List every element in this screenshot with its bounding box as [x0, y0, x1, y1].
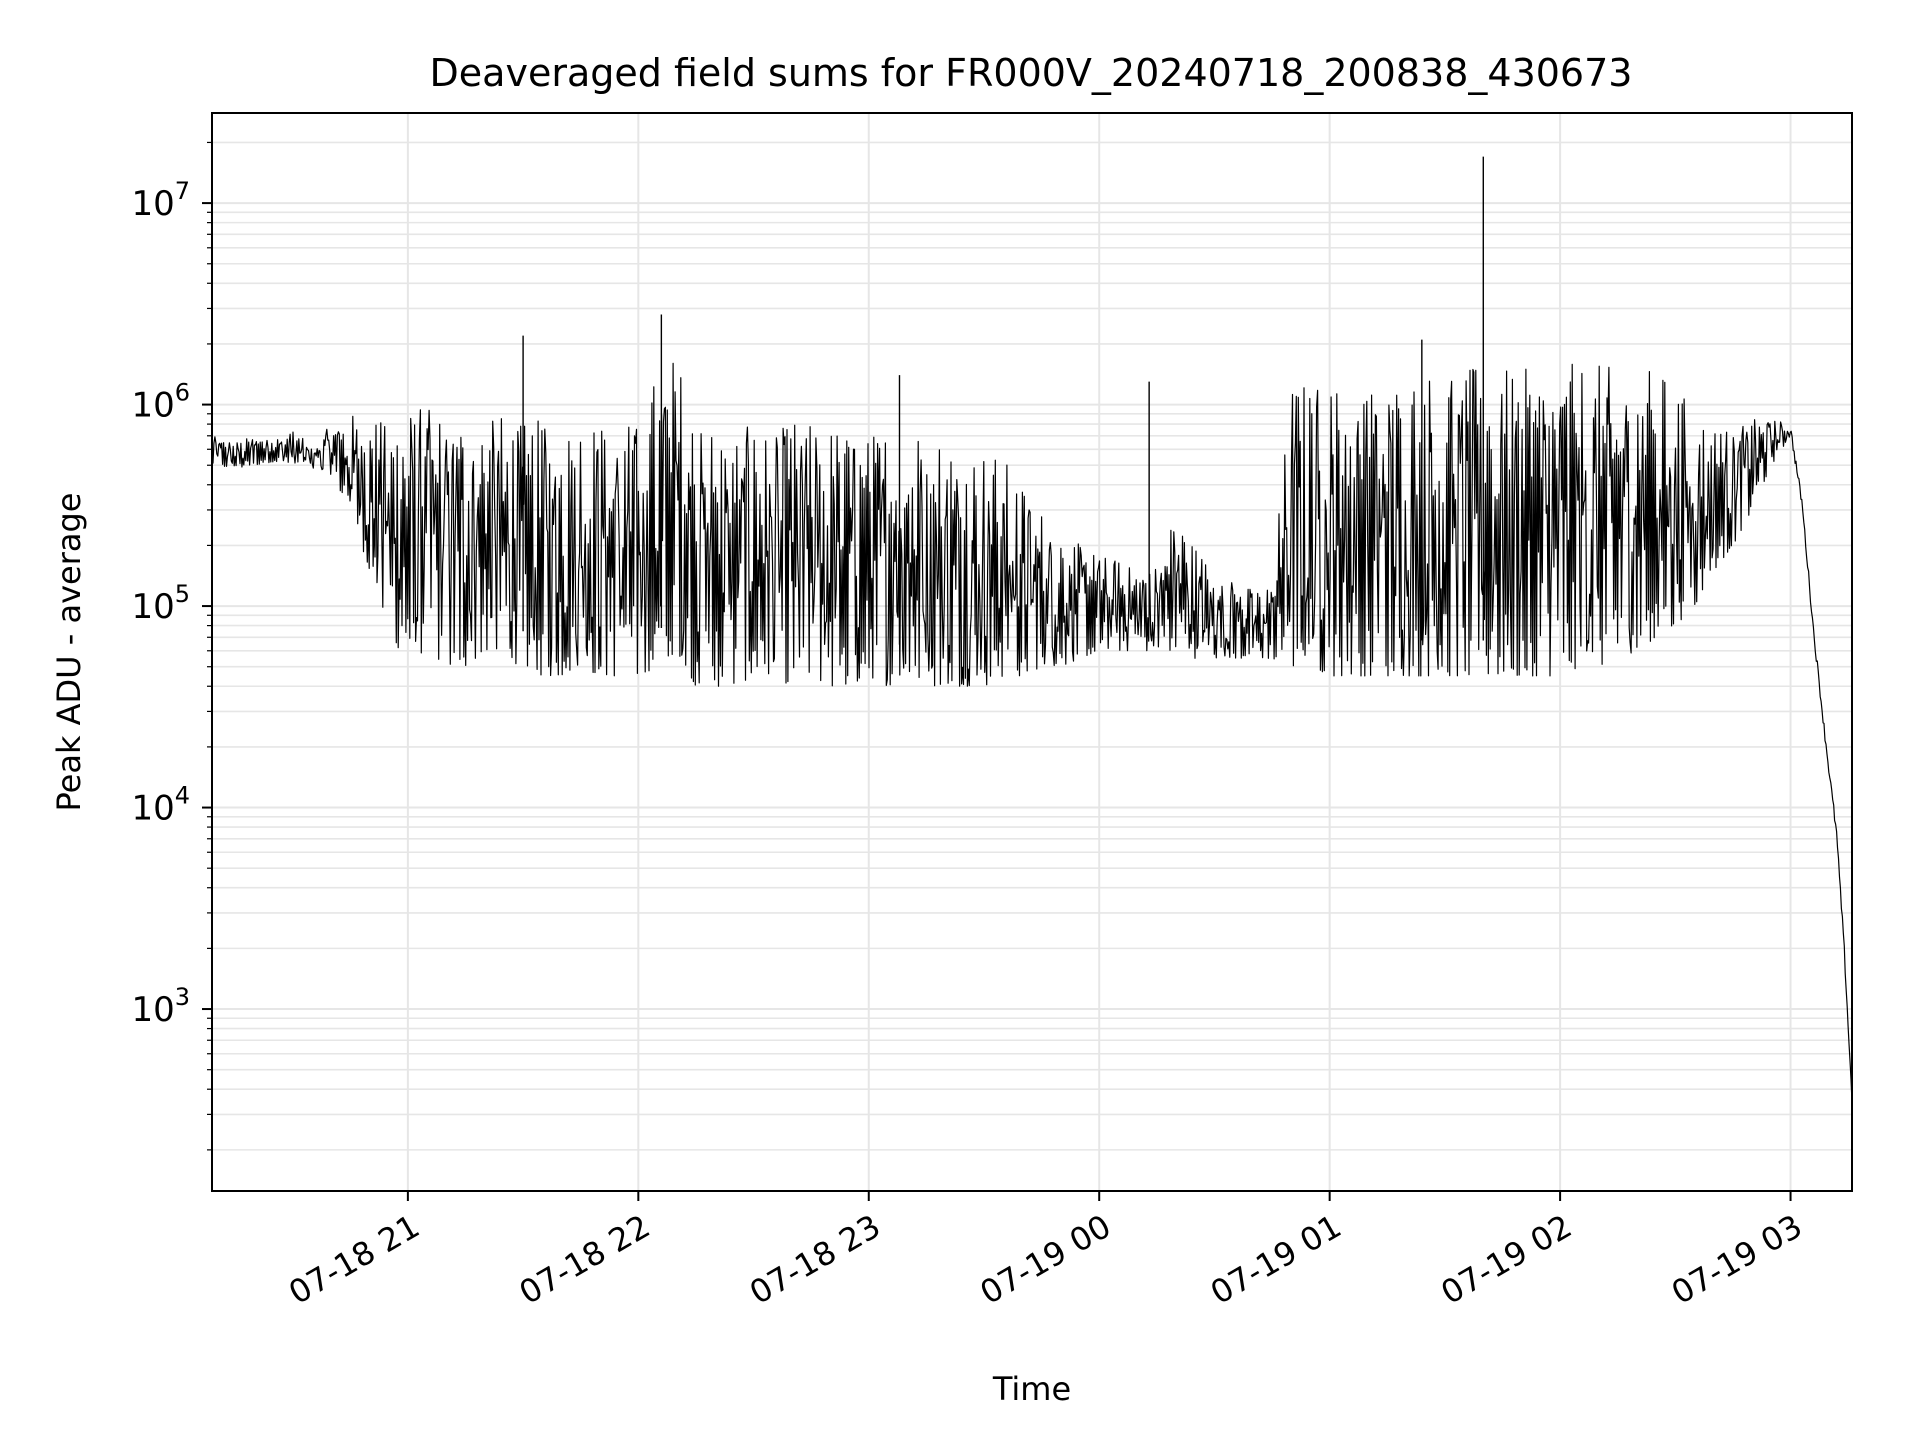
series-line: [211, 362, 1853, 1103]
plot-frame: [211, 112, 1853, 1192]
x-axis-label: Time: [992, 1370, 1071, 1408]
grid-layer: [212, 113, 1852, 1191]
y-tick-label: 106: [131, 379, 190, 426]
y-tick-label: 105: [131, 580, 190, 627]
y-tick-label: 107: [131, 177, 190, 224]
y-tick-label: 104: [131, 782, 190, 829]
data-layer: [211, 156, 1853, 1103]
y-tick-label: 103: [131, 983, 190, 1030]
chart-title: Deaveraged field sums for FR000V_2024071…: [430, 51, 1633, 95]
y-axis-label: Peak ADU - average: [50, 493, 88, 812]
